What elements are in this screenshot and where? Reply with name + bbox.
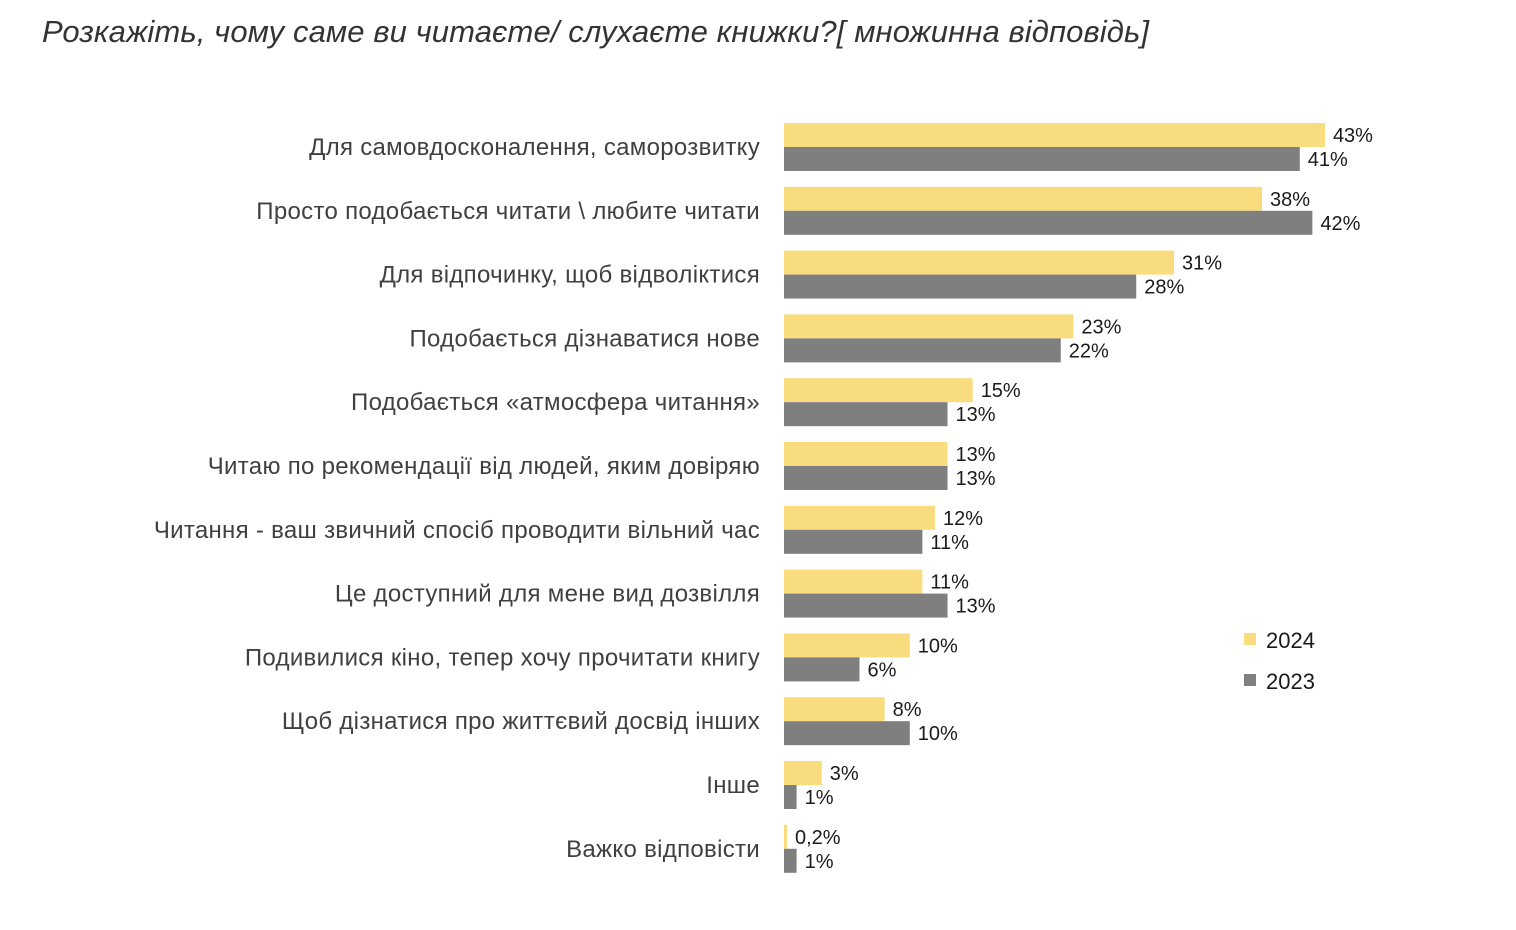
data-label-2024: 0,2%: [795, 827, 841, 849]
data-label-2023: 13%: [956, 468, 996, 490]
category-label: Для відпочинку, щоб відволіктися: [380, 262, 760, 289]
data-label-2024: 38%: [1270, 189, 1310, 211]
bar-2024: [784, 442, 948, 466]
bar-2024: [784, 186, 1263, 211]
legend-swatch-2023: [1244, 674, 1256, 686]
data-label-2023: 42%: [1320, 213, 1360, 235]
data-label-2023: 22%: [1069, 340, 1109, 362]
category-label: Для самовдосконалення, саморозвитку: [309, 134, 760, 161]
data-label-2023: 13%: [956, 596, 996, 618]
bar-2023: [784, 147, 1300, 171]
data-label-2024: 11%: [930, 572, 969, 594]
bars-layer: Для самовдосконалення, саморозвитку 43%41…: [154, 123, 1373, 873]
category-label: Читаю по рекомендації від людей, яким до…: [208, 453, 760, 480]
data-label-2023: 11%: [930, 532, 969, 554]
bar-2023: [784, 848, 797, 873]
data-label-2024: 15%: [981, 380, 1021, 402]
data-label-2024: 43%: [1333, 125, 1373, 147]
data-label-2024: 12%: [943, 508, 983, 530]
data-label-2023: 13%: [956, 404, 996, 426]
bar-2024: [784, 633, 910, 658]
bar-2023: [784, 785, 797, 809]
bar-2023: [784, 529, 923, 554]
category-label: Читання - ваш звичний спосіб проводити в…: [154, 517, 760, 544]
data-label-2023: 1%: [805, 851, 834, 873]
bar-2024: [784, 761, 822, 785]
data-label-2023: 1%: [805, 787, 834, 809]
data-label-2024: 10%: [918, 635, 958, 657]
bar-2024: [784, 569, 923, 594]
category-label: Інше: [706, 772, 760, 799]
bar-2024: [784, 123, 1325, 147]
data-label-2023: 10%: [918, 723, 958, 745]
data-label-2024: 31%: [1182, 253, 1222, 275]
data-label-2023: 6%: [867, 659, 896, 681]
bar-2023: [784, 466, 948, 490]
legend-label-2023: 2023: [1266, 669, 1315, 694]
category-label: Це доступний для мене вид дозвілля: [335, 581, 760, 608]
bar-2023: [784, 274, 1137, 299]
bar-2023: [784, 721, 910, 746]
legend-label-2024: 2024: [1266, 628, 1315, 653]
category-label: Подобається «атмосфера читання»: [351, 389, 760, 416]
category-label: Подивилися кіно, тепер хочу прочитати кн…: [245, 644, 760, 671]
data-label-2024: 23%: [1081, 316, 1121, 338]
chart-title: Розкажіть, чому саме ви читаєте/ слухаєт…: [42, 14, 1150, 49]
bar-2024: [784, 505, 935, 530]
data-label-2023: 41%: [1308, 149, 1348, 171]
legend-swatch-2024: [1244, 633, 1256, 645]
data-label-2024: 13%: [956, 444, 996, 466]
bar-2024: [784, 697, 885, 722]
bar-2023: [784, 338, 1061, 363]
data-label-2024: 8%: [893, 699, 922, 721]
bar-2024: [784, 378, 973, 403]
bar-2023: [784, 402, 948, 427]
category-label: Щоб дізнатися про життєвий досвід інших: [282, 708, 760, 735]
data-label-2024: 3%: [830, 763, 859, 785]
bar-2023: [784, 593, 948, 618]
bar-2024: [784, 314, 1074, 339]
category-label: Подобається дізнаватися нове: [409, 325, 760, 352]
bar-2023: [784, 657, 860, 682]
bar-2024: [784, 250, 1174, 275]
legend: 2024 2023: [1244, 628, 1315, 694]
bar-2023: [784, 210, 1313, 235]
data-label-2023: 28%: [1144, 277, 1184, 299]
category-label: Просто подобається читати \ любите читат…: [256, 198, 760, 225]
category-label: Важко відповісти: [566, 836, 760, 863]
bar-2024: [784, 824, 787, 849]
